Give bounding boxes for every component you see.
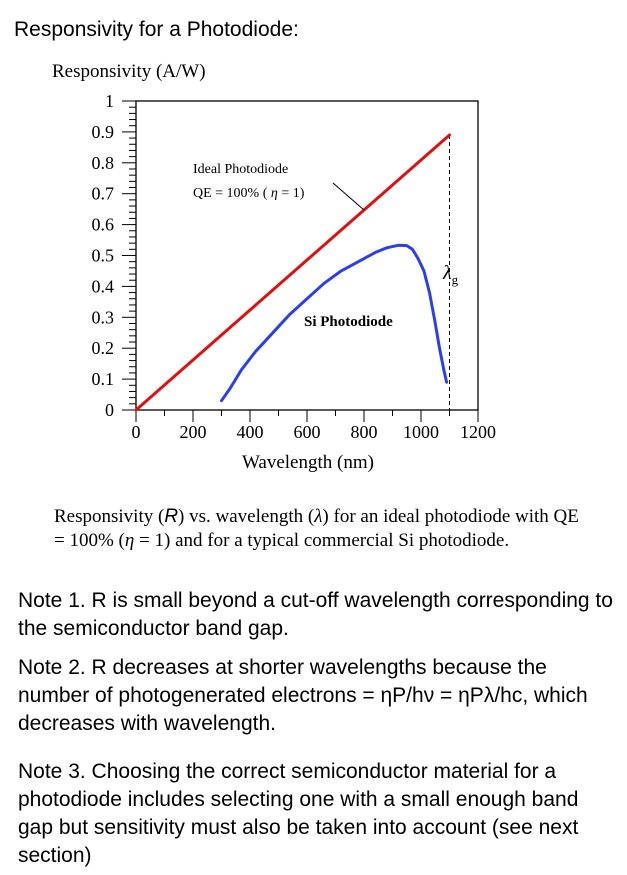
note-3: Note 3. Choosing the correct semiconduct…: [18, 760, 579, 867]
y-tick-label: 0.9: [92, 122, 115, 142]
series-group: [134, 133, 451, 412]
y-tick-label: 0.2: [92, 338, 115, 358]
y-tick-label: 0.3: [92, 307, 115, 327]
ideal-label-line2: QE = 100% ( η = 1): [193, 186, 305, 201]
y-axis: 0 0.1 0.2 0.3 0.4 0.5 0.6 0.7 0.8 0.9 1: [92, 91, 136, 420]
x-tick-label: 0: [132, 422, 141, 442]
series-ideal-photodiode-line: [134, 133, 451, 412]
y-tick-label: 1: [105, 91, 114, 111]
x-tick-label: 1200: [460, 422, 496, 442]
page-title: Responsivity for a Photodiode:: [14, 18, 299, 41]
y-tick-label: 0.7: [92, 184, 115, 204]
si-photodiode-label: Si Photodiode: [304, 314, 393, 330]
cutoff-lambda-label: λg: [442, 262, 459, 287]
note-2: Note 2. R decreases at shorter wavelengt…: [18, 656, 588, 735]
y-tick-label: 0.5: [92, 246, 115, 266]
y-tick-label: 0.8: [92, 153, 115, 173]
y-tick-label: 0.1: [92, 369, 115, 389]
ideal-label-leader: [332, 182, 365, 211]
y-tick-label: 0.6: [92, 215, 115, 235]
note-1: Note 1. R is small beyond a cut-off wave…: [18, 589, 613, 640]
y-tick-label: 0.4: [92, 276, 115, 296]
responsivity-chart: Responsivity (A/W) 0 0.1 0.2 0.3 0.4 0.5 0.6 0.…: [52, 61, 496, 473]
x-tick-label: 1000: [403, 422, 439, 442]
y-tick-label: 0: [105, 400, 114, 420]
x-tick-label: 800: [351, 422, 378, 442]
x-tick-label: 600: [294, 422, 321, 442]
series-si-photodiode-line: [220, 243, 449, 403]
ideal-label-line1: Ideal Photodiode: [193, 162, 288, 177]
figure-caption: Responsivity (R) vs. wavelength (λ) for …: [54, 506, 579, 551]
x-tick-label: 200: [180, 422, 207, 442]
x-axis-label: Wavelength (nm): [242, 452, 374, 473]
x-axis: 0 200 400 600 800 1000 1200: [132, 410, 496, 442]
y-axis-label: Responsivity (A/W): [52, 61, 206, 82]
x-tick-label: 400: [237, 422, 264, 442]
